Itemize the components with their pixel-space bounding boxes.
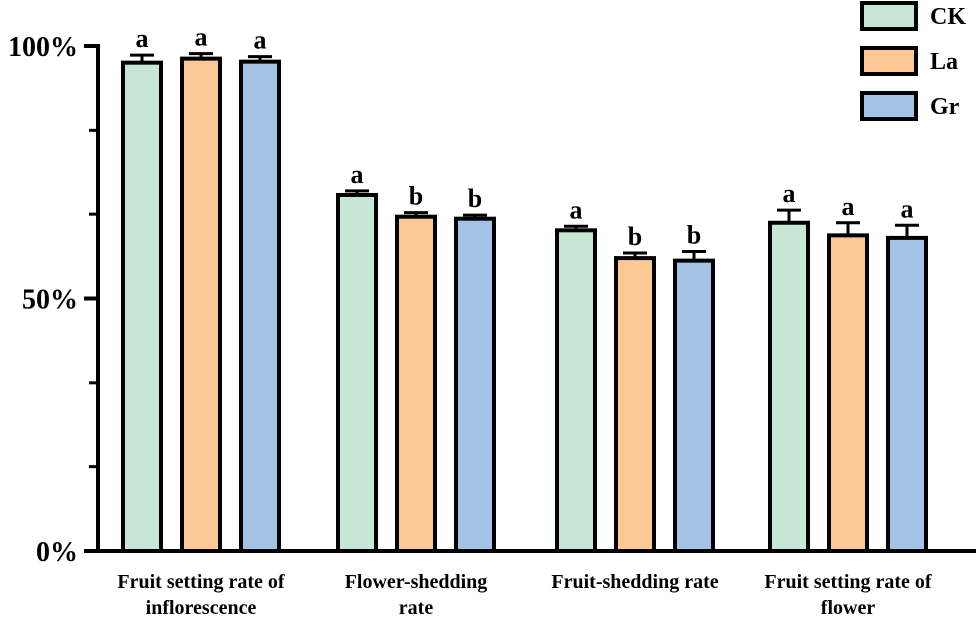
significance-letter: b	[409, 182, 423, 211]
significance-letter: a	[195, 23, 208, 52]
y-tick-label: 100%	[8, 32, 78, 63]
y-tick-label: 50%	[22, 285, 78, 316]
bar-gr	[239, 59, 281, 553]
x-tick-label: Flower-shedding rate	[345, 571, 488, 619]
bar-la	[827, 233, 869, 553]
significance-letter: a	[783, 179, 796, 208]
significance-letter: b	[628, 222, 642, 251]
bar-gr	[454, 216, 496, 554]
x-tick-label: Fruit setting rate of flower	[764, 571, 932, 619]
significance-letter: b	[468, 184, 482, 213]
legend-label-ck: CK	[930, 4, 966, 30]
x-tick-labels: Fruit setting rate of inflorescence Flower…	[117, 571, 932, 619]
significance-letter: a	[901, 194, 914, 223]
bar-ck	[336, 192, 378, 553]
bars: a a a a a b b a a b b a	[121, 23, 928, 554]
bar-ck	[768, 220, 810, 553]
significance-letter: b	[687, 221, 701, 250]
bar-la	[180, 56, 222, 553]
bar-ck	[121, 60, 163, 553]
significance-letter: a	[254, 26, 267, 55]
bar-ck	[555, 228, 597, 553]
bar-gr	[886, 235, 928, 553]
bar-la	[395, 214, 437, 553]
significance-letter: a	[570, 195, 583, 224]
legend-label-gr: Gr	[930, 94, 960, 120]
x-tick-label: Fruit setting rate of inflorescence	[117, 571, 285, 619]
significance-letter: a	[842, 192, 855, 221]
x-tick-label: Fruit-shedding rate	[551, 571, 718, 593]
legend-swatch-gr	[860, 91, 918, 121]
legend-label-la: La	[930, 49, 958, 75]
y-tick-label: 0%	[36, 537, 78, 568]
legend-swatch-la	[860, 46, 918, 76]
significance-letter: a	[351, 160, 364, 189]
significance-letter: a	[136, 24, 149, 53]
legend: CK La Gr	[860, 1, 966, 121]
legend-swatch-ck	[860, 1, 918, 31]
bar-la	[614, 256, 656, 553]
bar-gr	[673, 258, 715, 553]
